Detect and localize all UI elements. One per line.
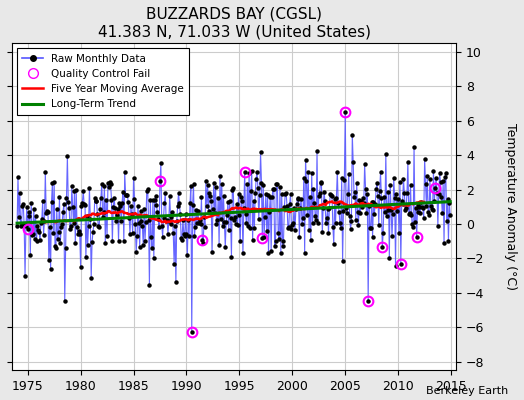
Legend: Raw Monthly Data, Quality Control Fail, Five Year Moving Average, Long-Term Tren: Raw Monthly Data, Quality Control Fail, … <box>17 48 189 114</box>
Title: BUZZARDS BAY (CGSL)
41.383 N, 71.033 W (United States): BUZZARDS BAY (CGSL) 41.383 N, 71.033 W (… <box>97 7 370 39</box>
Y-axis label: Temperature Anomaly (°C): Temperature Anomaly (°C) <box>504 123 517 290</box>
Text: Berkeley Earth: Berkeley Earth <box>426 386 508 396</box>
